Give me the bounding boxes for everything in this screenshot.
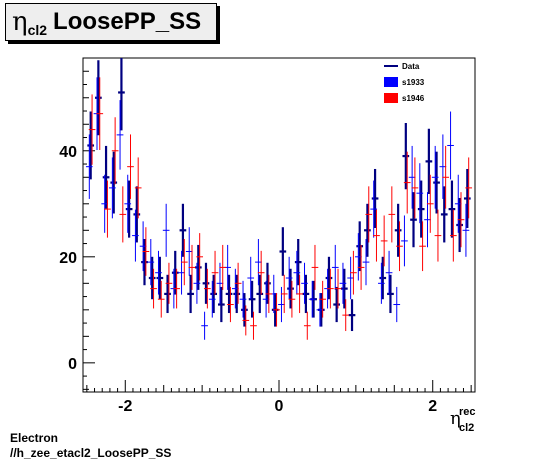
x-axis-label-sup: rec [459, 406, 476, 418]
footer-line1: Electron [10, 431, 59, 445]
legend: Data s1933 s1946 [384, 62, 425, 103]
x-tick-label: -2 [118, 398, 132, 415]
title-box: η cl2 LoosePP_SS [5, 3, 217, 41]
y-tick-label: 20 [59, 250, 77, 267]
title-subscript: cl2 [27, 22, 48, 38]
x-tick-label: 2 [428, 398, 437, 415]
legend-swatch-s1933 [384, 77, 398, 87]
y-tick-label: 0 [68, 356, 77, 373]
x-axis-label-symbol: η [450, 408, 461, 429]
data-marks [85, 58, 473, 340]
x-axis-label-sub: cl2 [459, 422, 474, 434]
y-tick-label: 40 [59, 144, 77, 161]
x-tick-label: 0 [275, 398, 284, 415]
legend-label-s1933: s1933 [402, 78, 425, 87]
footer-line2: //h_zee_etacl2_LoosePP_SS [10, 446, 172, 460]
legend-swatch-s1946 [384, 93, 398, 103]
legend-label-s1946: s1946 [402, 94, 425, 103]
title-main: LoosePP_SS [53, 8, 202, 35]
title-symbol: η [12, 7, 28, 37]
legend-label-Data: Data [402, 62, 420, 71]
plot-frame [82, 57, 476, 393]
